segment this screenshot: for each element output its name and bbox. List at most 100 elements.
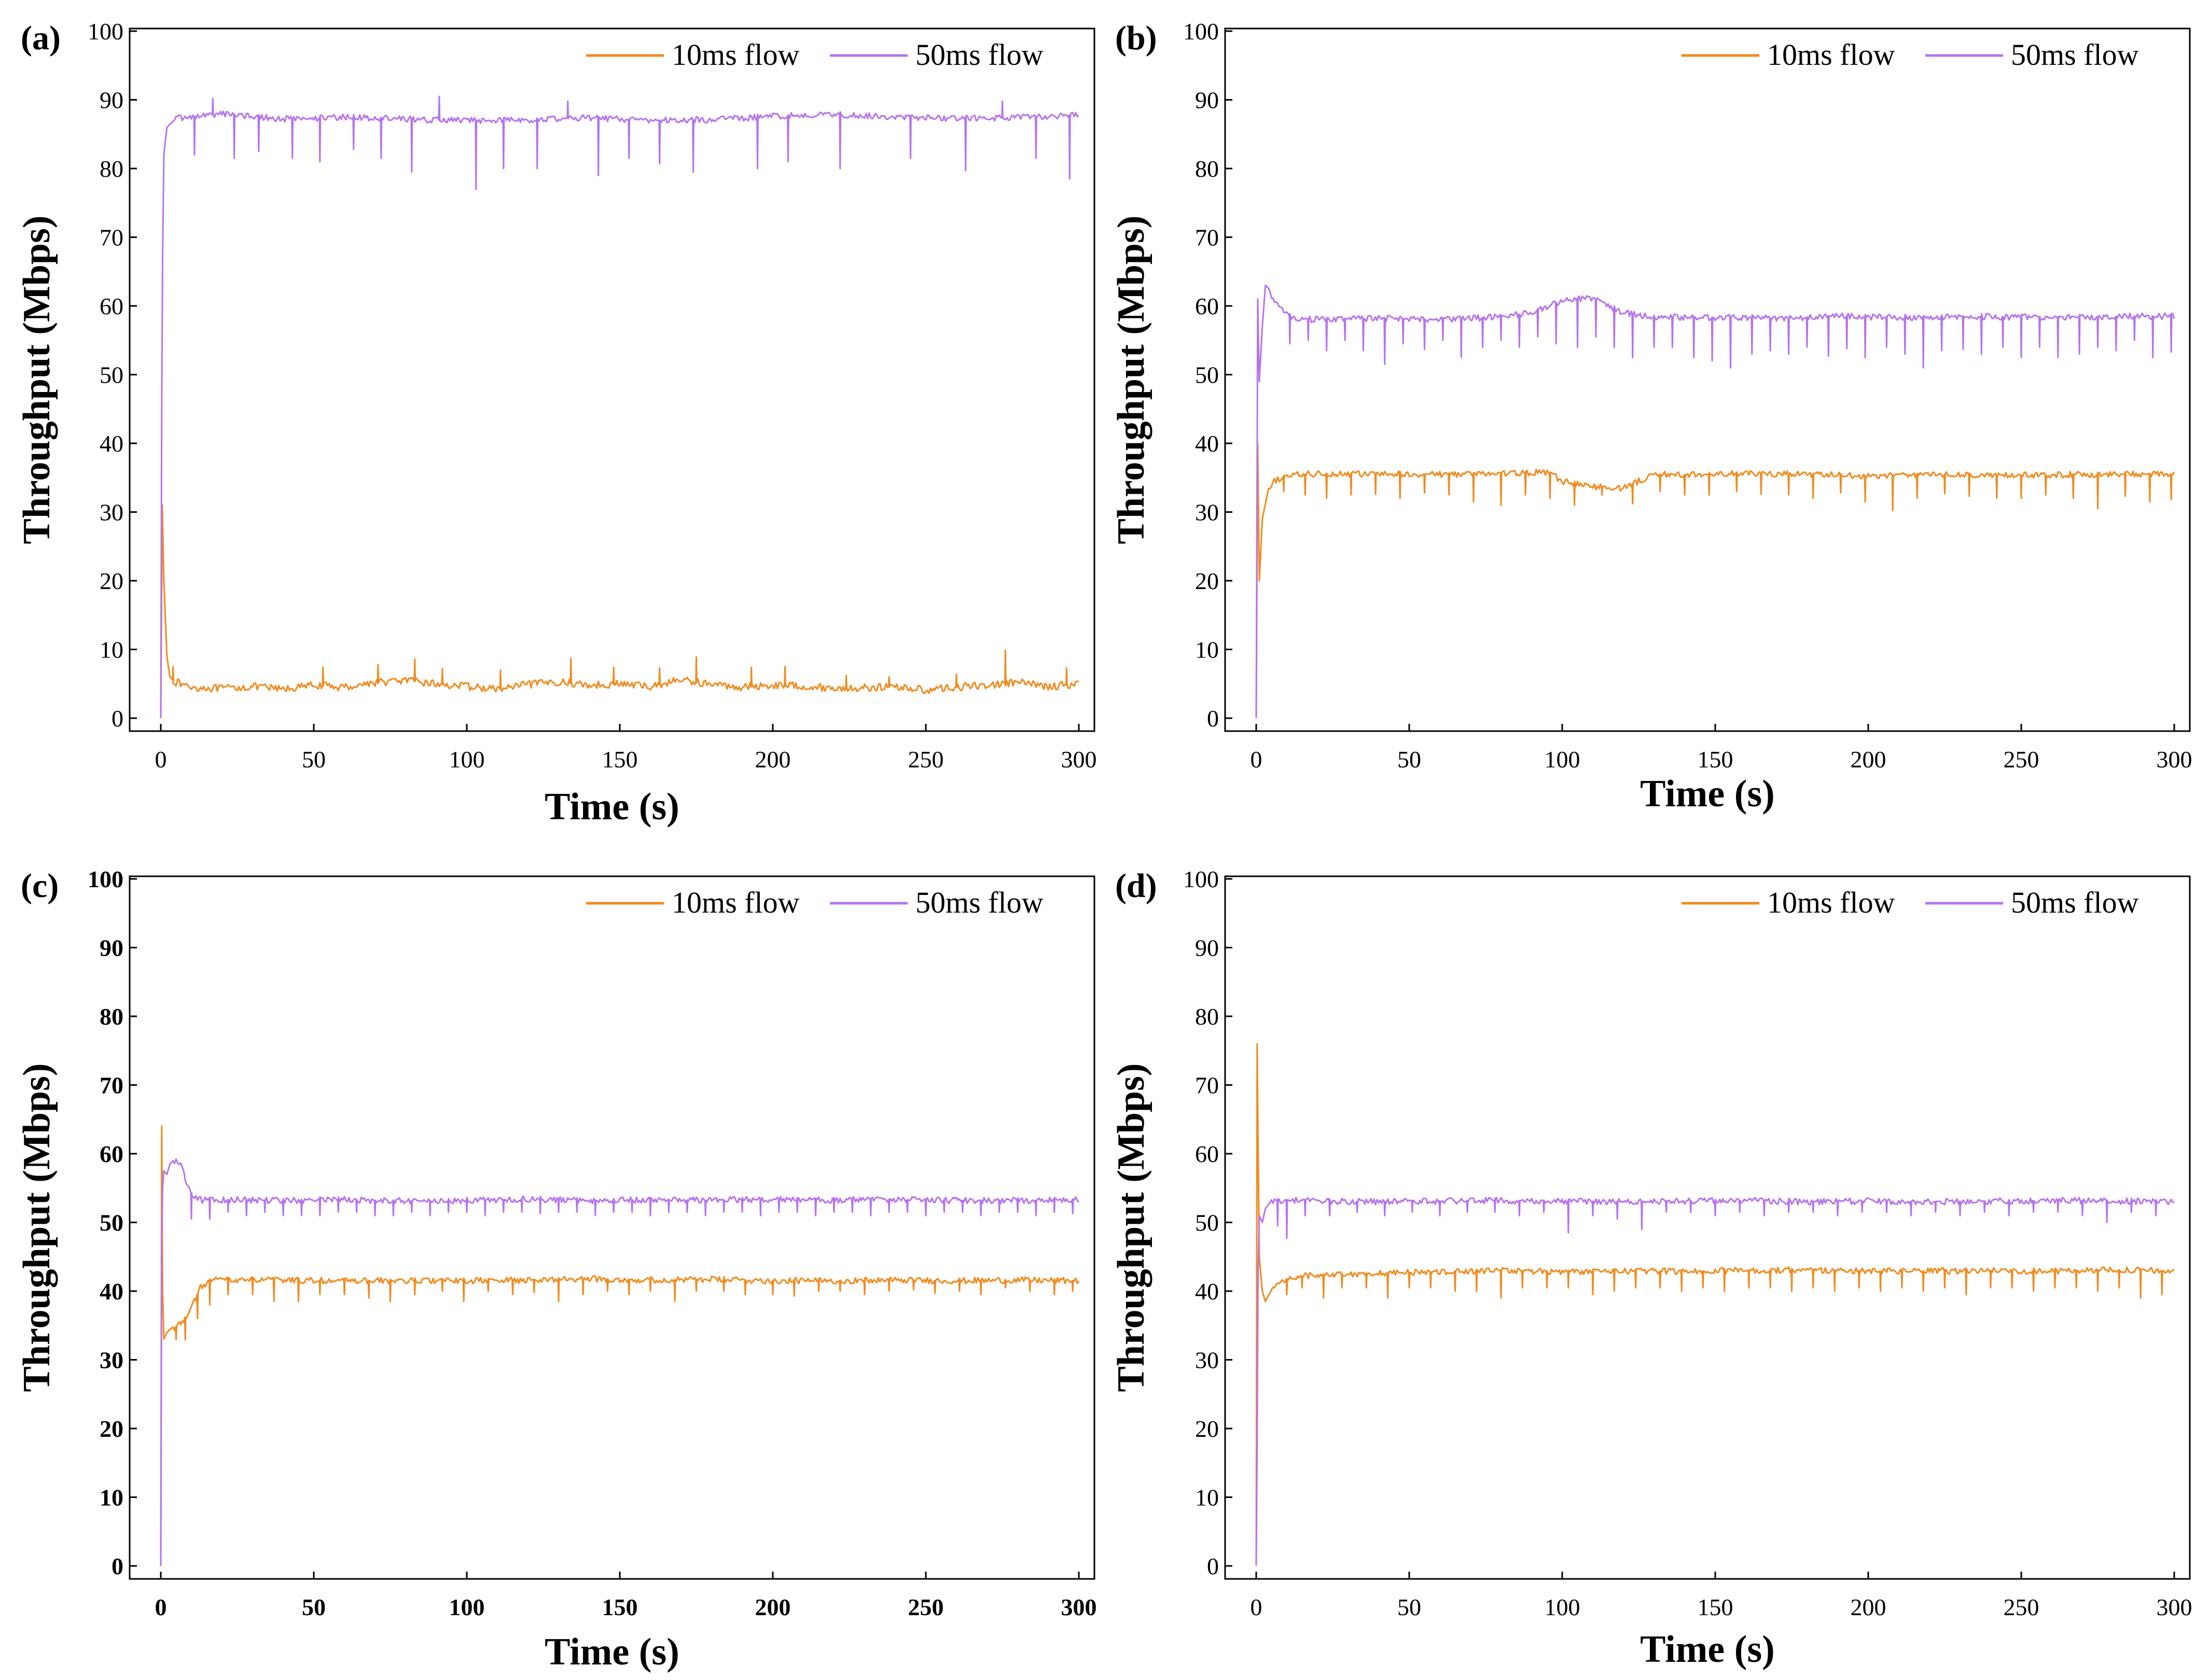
x-tick-label-c-150: 150 <box>602 1594 638 1620</box>
panel-d: (d) 0 10 20 30 40 50 60 70 80 90 100 0 50 100 150 200 250… <box>1110 866 2192 1671</box>
panel-c: (c) 0 10 20 30 40 50 60 70 80 90 100 0 50 100 150 200 250… <box>16 866 1097 1673</box>
y-tick-label-a-0: 0 <box>112 705 123 732</box>
y-tick-label-c-10: 10 <box>100 1485 123 1511</box>
y-tick-label-a-40: 40 <box>100 430 123 457</box>
x-tick-label-c-100: 100 <box>449 1594 485 1620</box>
y-tick-label-b-70: 70 <box>1195 225 1219 251</box>
y-tick-label-a-10: 10 <box>100 637 123 663</box>
x-tick-label-b-100: 100 <box>1545 746 1580 773</box>
y-tick-label-c-40: 40 <box>100 1278 123 1305</box>
x-tick-label-b-300: 300 <box>2157 746 2192 773</box>
y-axis-title-b: Throughput (Mbps) <box>1110 215 1152 544</box>
panel-label-d: (d) <box>1115 867 1157 905</box>
x-tick-label-c-250: 250 <box>908 1594 944 1620</box>
y-tick-label-d-20: 20 <box>1195 1416 1219 1442</box>
legend-c: 10ms flow 50ms flow <box>586 886 1044 919</box>
x-tick-label-a-200: 200 <box>755 746 791 773</box>
legend-label-a-10ms: 10ms flow <box>672 38 800 72</box>
y-tick-label-d-30: 30 <box>1195 1347 1219 1374</box>
y-tick-label-a-70: 70 <box>100 225 123 251</box>
y-tick-label-b-10: 10 <box>1195 637 1219 663</box>
y-tick-label-d-50: 50 <box>1195 1210 1219 1236</box>
y-tick-label-b-40: 40 <box>1195 430 1219 457</box>
y-tick-label-c-50: 50 <box>100 1210 123 1236</box>
y-tick-label-a-50: 50 <box>100 362 123 388</box>
x-tick-label-b-50: 50 <box>1397 746 1421 773</box>
x-tick-label-b-0: 0 <box>1251 746 1262 773</box>
legend-d: 10ms flow 50ms flow <box>1682 886 2139 919</box>
x-tick-label-b-250: 250 <box>2004 746 2039 773</box>
legend-label-b-50ms: 50ms flow <box>2011 38 2139 72</box>
x-tick-label-b-200: 200 <box>1851 746 1886 773</box>
legend-label-c-50ms: 50ms flow <box>915 886 1044 919</box>
y-tick-label-b-50: 50 <box>1195 362 1219 388</box>
y-tick-label-d-60: 60 <box>1195 1141 1219 1167</box>
x-tick-label-a-300: 300 <box>1061 746 1097 773</box>
x-tick-label-d-100: 100 <box>1545 1594 1580 1620</box>
y-tick-label-b-80: 80 <box>1195 156 1219 182</box>
legend-label-c-10ms: 10ms flow <box>672 886 800 919</box>
series-line-a-10ms <box>160 504 1079 719</box>
y-tick-label-a-60: 60 <box>100 293 123 319</box>
y-tick-label-c-30: 30 <box>100 1347 123 1374</box>
y-tick-label-b-20: 20 <box>1195 568 1219 594</box>
x-axis-title-a: Time (s) <box>545 786 679 828</box>
y-axis-title-d: Throughput (Mbps) <box>1110 1063 1152 1392</box>
y-tick-label-a-30: 30 <box>100 499 123 526</box>
y-tick-label-a-90: 90 <box>100 87 123 114</box>
y-tick-label-b-60: 60 <box>1195 293 1219 319</box>
x-tick-label-c-300: 300 <box>1061 1594 1097 1620</box>
series-line-b-10ms <box>1255 442 2175 719</box>
y-tick-label-b-90: 90 <box>1195 87 1219 114</box>
y-tick-label-d-10: 10 <box>1195 1485 1219 1511</box>
y-tick-label-c-100: 100 <box>88 866 123 892</box>
series-line-c-50ms <box>160 1158 1080 1566</box>
x-tick-label-d-0: 0 <box>1251 1594 1262 1620</box>
plot-frame-a <box>129 27 1095 732</box>
y-tick-label-b-30: 30 <box>1195 499 1219 526</box>
x-axis-title-c: Time (s) <box>545 1631 679 1673</box>
y-axis-title-c: Throughput (Mbps) <box>16 1063 58 1392</box>
y-tick-label-a-80: 80 <box>100 156 123 182</box>
series-line-c-10ms <box>160 1125 1080 1566</box>
x-tick-label-a-250: 250 <box>908 746 944 773</box>
x-axis-title-d: Time (s) <box>1640 1628 1775 1671</box>
y-axis-title-a: Throughput (Mbps) <box>16 215 58 544</box>
y-tick-label-c-90: 90 <box>100 935 123 961</box>
legend-a: 10ms flow 50ms flow <box>586 38 1044 72</box>
x-tick-label-b-150: 150 <box>1698 746 1733 773</box>
y-tick-label-d-100: 100 <box>1183 866 1219 892</box>
x-tick-label-d-300: 300 <box>2157 1594 2192 1620</box>
y-tick-label-a-20: 20 <box>100 568 123 594</box>
panel-label-a: (a) <box>21 19 61 57</box>
plot-frame-d <box>1224 875 2191 1580</box>
legend-label-b-10ms: 10ms flow <box>1767 38 1895 72</box>
x-tick-label-d-50: 50 <box>1397 1594 1421 1620</box>
x-tick-label-a-50: 50 <box>302 746 326 773</box>
y-tick-label-a-100: 100 <box>88 18 123 45</box>
series-line-a-50ms <box>160 95 1079 719</box>
x-tick-label-a-0: 0 <box>155 746 167 773</box>
y-tick-label-c-20: 20 <box>100 1416 123 1442</box>
y-tick-label-c-80: 80 <box>100 1003 123 1030</box>
series-line-d-10ms <box>1255 1043 2175 1566</box>
panel-b: (b) 0 10 20 30 40 50 60 70 80 90 100 0 50 100 150 200 250… <box>1110 18 2192 815</box>
x-tick-label-c-50: 50 <box>302 1594 326 1620</box>
plot-frame-b <box>1224 27 2191 732</box>
panel-label-b: (b) <box>1115 19 1157 57</box>
series-line-b-50ms <box>1255 284 2175 719</box>
x-tick-label-c-0: 0 <box>155 1594 167 1620</box>
x-tick-label-a-100: 100 <box>449 746 485 773</box>
plot-frame-c <box>129 875 1095 1580</box>
y-tick-label-d-90: 90 <box>1195 935 1219 961</box>
legend-b: 10ms flow 50ms flow <box>1682 38 2139 72</box>
y-tick-label-c-70: 70 <box>100 1072 123 1099</box>
series-line-d-50ms <box>1255 1197 2175 1566</box>
x-tick-label-d-250: 250 <box>2004 1594 2039 1620</box>
y-tick-label-d-40: 40 <box>1195 1278 1219 1305</box>
x-tick-label-a-150: 150 <box>602 746 638 773</box>
y-tick-label-d-0: 0 <box>1207 1553 1219 1579</box>
x-axis-title-b: Time (s) <box>1640 773 1775 815</box>
y-tick-label-c-0: 0 <box>112 1553 123 1579</box>
